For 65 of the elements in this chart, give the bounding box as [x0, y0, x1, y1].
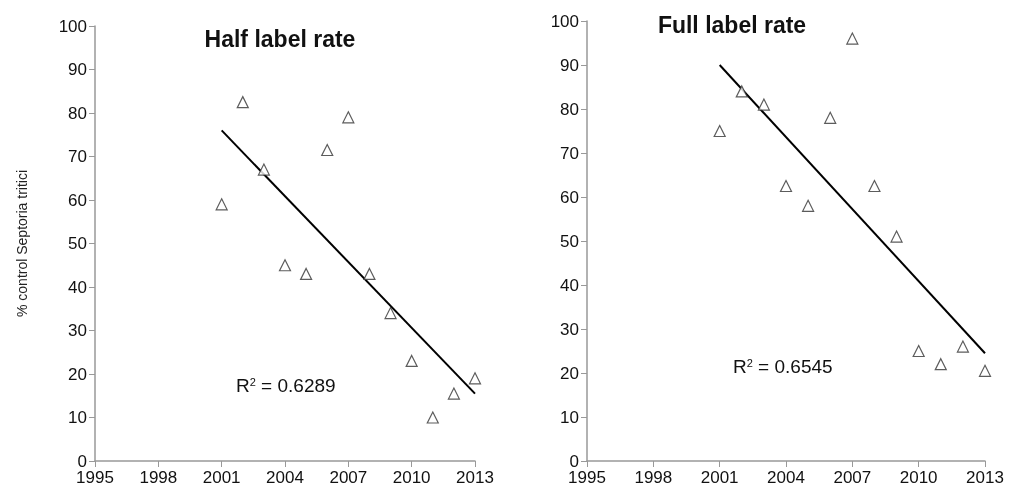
x-tick-label: 2010 — [899, 468, 938, 487]
chart-title: Full label rate — [657, 11, 807, 38]
y-tick-label: 0 — [77, 451, 87, 471]
point — [802, 199, 815, 212]
point — [978, 364, 992, 377]
point — [426, 411, 439, 424]
y-tick-label: 20 — [68, 364, 87, 384]
x-tick-label: 2004 — [767, 468, 805, 487]
x-tick-label: 2013 — [456, 468, 494, 487]
point — [468, 372, 482, 385]
y-tick-label: 30 — [68, 321, 87, 340]
x-tick-label: 2010 — [392, 468, 431, 487]
x-tick-label: 1998 — [634, 468, 673, 487]
y-tick-label: 70 — [68, 147, 87, 166]
y-tick-label: 80 — [68, 103, 87, 123]
point — [846, 32, 859, 45]
y-tick-label: 90 — [560, 55, 579, 75]
y-tick-label: 20 — [560, 363, 579, 383]
point — [912, 344, 925, 358]
y-tick-label: 10 — [560, 407, 579, 427]
y-tick-label: 100 — [550, 11, 579, 31]
point — [321, 143, 334, 157]
x-tick-label: 2007 — [329, 468, 368, 487]
point — [757, 98, 770, 111]
point — [257, 163, 270, 176]
y-tick-label: 0 — [569, 451, 579, 471]
x-tick-label: 2001 — [700, 468, 739, 487]
y-tick-label: 50 — [560, 231, 579, 251]
x-tick-label: 1995 — [568, 468, 606, 487]
point — [363, 267, 376, 281]
y-tick-label: 70 — [560, 143, 579, 163]
point — [405, 354, 418, 368]
x-tick-label: 1998 — [139, 468, 178, 487]
x-tick-label: 2007 — [833, 468, 872, 487]
y-tick-label: 30 — [560, 319, 579, 339]
y-tick-label: 90 — [68, 60, 87, 79]
point — [384, 307, 397, 320]
point — [890, 230, 903, 243]
y-tick-label: 100 — [58, 16, 87, 36]
point — [236, 96, 249, 109]
x-tick-label: 2004 — [266, 468, 304, 487]
y-tick-label: 50 — [68, 234, 87, 253]
point — [735, 85, 748, 98]
y-tick-label: 40 — [68, 277, 87, 297]
chart-title: Half label rate — [204, 25, 356, 52]
point — [713, 124, 726, 138]
x-tick-label: 1995 — [76, 468, 114, 487]
point — [342, 111, 355, 124]
point — [934, 358, 947, 371]
point — [215, 198, 228, 211]
point — [278, 259, 292, 272]
point — [447, 387, 460, 400]
point — [868, 179, 881, 193]
y-tick-label: 80 — [560, 99, 579, 119]
point — [300, 267, 313, 281]
point — [779, 179, 793, 193]
y-axis-title: % control Septoria tritici — [14, 169, 30, 318]
y-tick-label: 60 — [560, 187, 579, 207]
y-tick-label: 40 — [560, 275, 579, 295]
y-tick-label: 10 — [68, 408, 87, 427]
point — [956, 340, 969, 353]
x-tick-label: 2001 — [202, 468, 241, 487]
x-tick-label: 2013 — [966, 468, 1004, 487]
point — [824, 111, 837, 124]
y-tick-label: 60 — [68, 190, 87, 210]
